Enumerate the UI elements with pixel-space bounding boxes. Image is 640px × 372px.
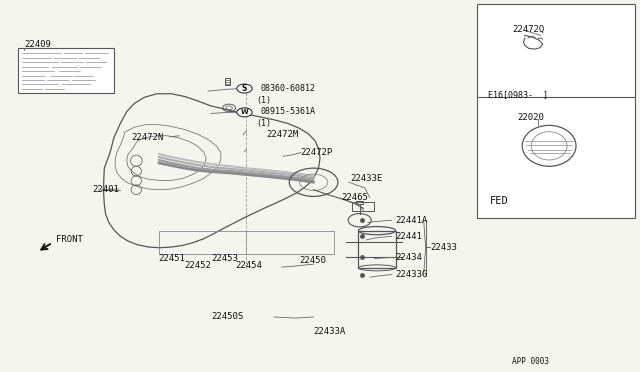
Bar	[477, 4, 635, 218]
Bar	[225, 78, 230, 85]
Text: FED: FED	[490, 196, 509, 206]
Text: 22433G: 22433G	[396, 270, 428, 279]
Bar	[358, 231, 396, 268]
Text: (1): (1)	[256, 119, 271, 128]
Text: W: W	[241, 109, 248, 115]
Bar	[159, 231, 334, 254]
Text: 22452: 22452	[184, 262, 211, 270]
Text: 22441: 22441	[396, 232, 422, 241]
Text: 22472Q: 22472Q	[512, 25, 544, 34]
Text: 22401: 22401	[93, 185, 120, 194]
Bar	[352, 202, 374, 211]
Text: 22453: 22453	[211, 254, 238, 263]
Text: 22465: 22465	[341, 193, 368, 202]
Text: 22434: 22434	[396, 253, 422, 262]
Text: FRONT: FRONT	[56, 235, 83, 244]
Text: 22472M: 22472M	[266, 130, 298, 139]
Text: 22433: 22433	[430, 243, 457, 252]
Text: 22450S: 22450S	[211, 312, 243, 321]
Text: 22433A: 22433A	[314, 327, 346, 336]
Text: E16[0983-  ]: E16[0983- ]	[488, 90, 548, 99]
Text: 22020: 22020	[517, 113, 544, 122]
Text: S: S	[242, 84, 247, 93]
Bar	[356, 201, 363, 204]
Text: 22454: 22454	[236, 262, 262, 270]
Circle shape	[237, 108, 252, 117]
Text: 08360-60812: 08360-60812	[260, 84, 316, 93]
Text: 22450: 22450	[300, 256, 326, 265]
Text: 22472N: 22472N	[131, 133, 163, 142]
Text: 22441A: 22441A	[396, 216, 428, 225]
Text: 22409: 22409	[24, 40, 51, 49]
Text: 22451: 22451	[159, 254, 186, 263]
Text: APP 0003: APP 0003	[512, 357, 549, 366]
Text: 22433E: 22433E	[351, 174, 383, 183]
Bar	[18, 48, 114, 93]
Text: 22472P: 22472P	[301, 148, 333, 157]
Text: 08915-5361A: 08915-5361A	[260, 107, 316, 116]
Text: (1): (1)	[256, 96, 271, 105]
Circle shape	[237, 84, 252, 93]
